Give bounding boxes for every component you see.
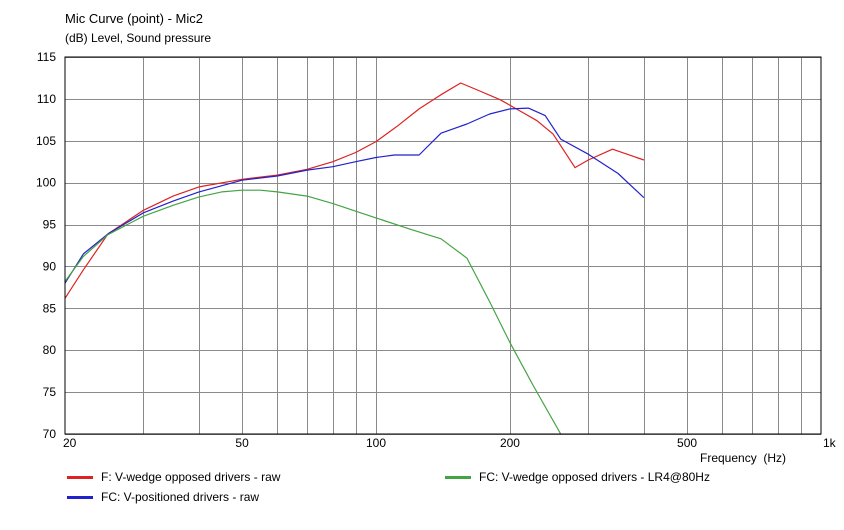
x-tick-label: 500 [677,436,697,450]
legend-item-fc-lr4: FC: V-wedge opposed drivers - LR4@80Hz [445,470,710,484]
y-tick-label: 90 [43,259,57,273]
legend-label: F: V-wedge opposed drivers - raw [101,470,281,484]
plot-border [64,56,822,435]
x-tick-label: 100 [366,436,386,450]
y-tick-label: 95 [43,218,57,232]
legend-label: FC: V-wedge opposed drivers - LR4@80Hz [479,470,710,484]
x-tick-labels: 20 50 100 200 500 1k [63,436,837,450]
y-axis-unit-label: (dB) Level, Sound pressure [65,31,212,45]
y-tick-label: 100 [36,176,56,190]
series-lines [65,82,645,434]
series-line-fc-positioned [65,107,645,284]
series-line-f-raw [65,82,645,299]
y-tick-label: 75 [43,385,57,399]
legend-swatch-green [445,475,471,479]
plot-area [65,57,821,434]
x-tick-label: 1k [823,436,837,450]
chart-title: Mic Curve (point) - Mic2 [65,11,203,26]
y-tick-label: 70 [43,427,57,441]
legend-swatch-blue [67,495,93,499]
legend-item-f-raw: F: V-wedge opposed drivers - raw [67,470,280,484]
x-tick-label: 200 [500,436,520,450]
y-tick-label: 115 [37,50,56,64]
y-tick-label: 105 [36,134,56,148]
x-tick-label: 50 [235,436,249,450]
legend-item-fc-positioned: FC: V-positioned drivers - raw [67,490,259,504]
x-axis-label: Frequency (Hz) [700,451,787,465]
series-line-fc-lr4 [65,189,562,434]
y-tick-label: 80 [43,343,57,357]
legend-label: FC: V-positioned drivers - raw [101,490,260,504]
y-tick-labels: 70 75 80 85 90 95 100 105 110 115 [36,50,56,441]
y-tick-label: 110 [37,92,56,106]
legend-swatch-red [67,475,93,479]
y-tick-label: 85 [43,301,57,315]
x-tick-label: 20 [63,436,77,450]
